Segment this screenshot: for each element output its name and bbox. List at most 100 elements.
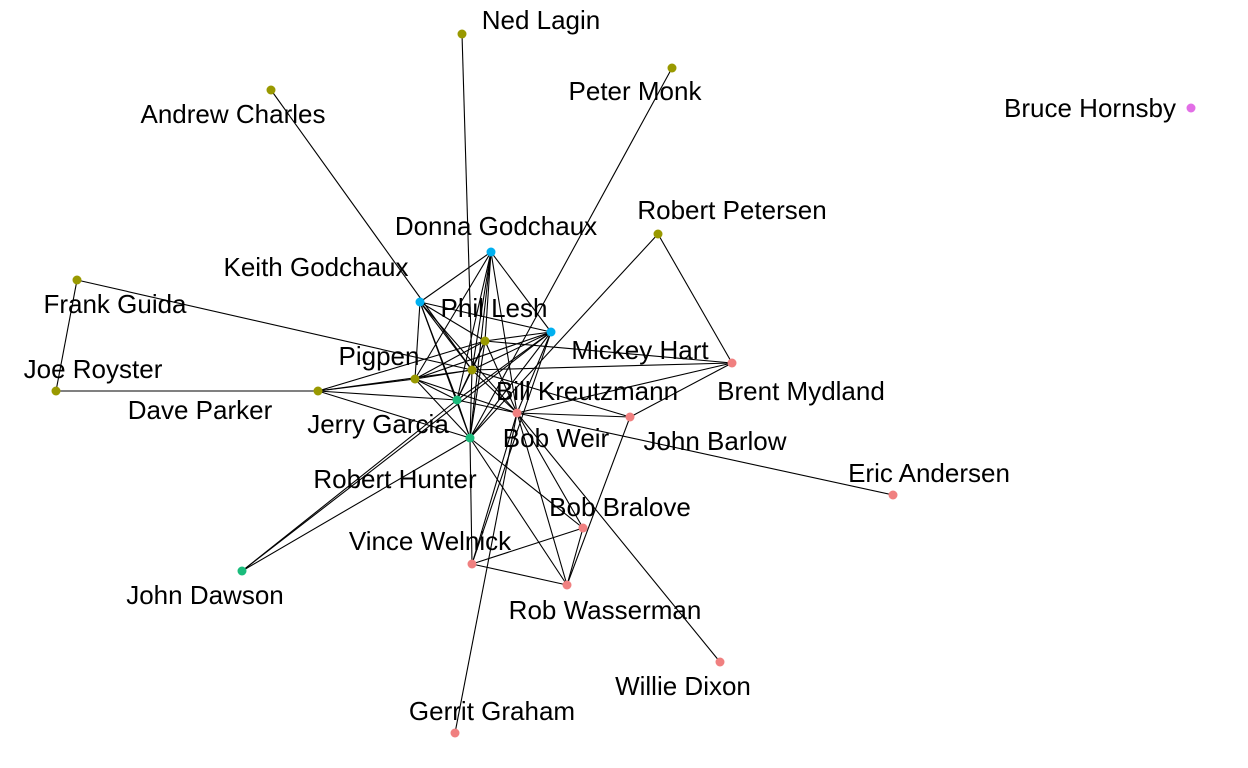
edge-mickey-bobweir — [516, 331, 552, 414]
node-mickey — [546, 327, 556, 337]
node-label-mickey: Mickey Hart — [571, 335, 709, 365]
edge-bill-dawson — [241, 399, 458, 572]
edge-donna-jerry — [471, 251, 492, 371]
node-barlow — [625, 412, 635, 422]
edge-hunter-dawson — [241, 437, 471, 572]
node-label-eric: Eric Andersen — [848, 458, 1010, 488]
node-label-wasserman: Rob Wasserman — [509, 595, 702, 625]
node-hunter — [465, 433, 475, 443]
edge-barlow-brent — [629, 362, 733, 418]
node-andrew — [266, 85, 276, 95]
node-gerrit — [450, 728, 460, 738]
edge-mickey-bill — [456, 331, 552, 401]
node-label-pigpen: Pigpen — [339, 341, 420, 371]
edge-layer — [55, 33, 894, 734]
edge-mickey-vince — [471, 331, 552, 565]
node-peter — [667, 63, 677, 73]
edge-bill-bobweir — [456, 399, 518, 414]
edge-bobweir-brent — [516, 362, 733, 414]
edge-vince-bralove — [471, 527, 584, 565]
node-donna — [486, 247, 496, 257]
node-vince — [467, 559, 477, 569]
node-label-keith: Keith Godchaux — [223, 252, 408, 282]
edge-bobweir-barlow — [516, 412, 631, 418]
edge-hunter-bralove — [469, 437, 584, 529]
edge-phil-brent — [484, 340, 733, 364]
edge-donna-keith — [419, 251, 492, 303]
node-label-donna: Donna Godchaux — [395, 211, 597, 241]
edge-donna-hunter — [469, 251, 492, 439]
node-label-peter: Peter Monk — [569, 76, 703, 106]
edge-bobweir-wasserman — [516, 412, 568, 586]
node-label-dawson: John Dawson — [126, 580, 284, 610]
edge-keith-jerry — [419, 301, 473, 371]
node-wasserman — [562, 580, 572, 590]
edge-hunter-vince — [469, 437, 473, 565]
node-label-barlow: John Barlow — [643, 426, 786, 456]
edge-phil-pigpen — [414, 340, 486, 380]
edge-peter-hunter — [469, 67, 673, 439]
node-brent — [727, 358, 737, 368]
node-keith — [415, 297, 425, 307]
node-label-andrew: Andrew Charles — [141, 99, 326, 129]
node-label-vince: Vince Welnick — [349, 526, 512, 556]
edge-phil-mickey — [484, 331, 552, 342]
edge-jerry-hunter — [469, 369, 473, 439]
node-joe — [51, 386, 61, 396]
edge-jerry-bill — [456, 369, 473, 401]
node-bill — [452, 395, 462, 405]
node-label-phil: Phil Lesh — [441, 293, 548, 323]
node-layer — [51, 29, 1196, 738]
edge-bobweir-vince — [471, 412, 518, 565]
node-label-ned: Ned Lagin — [482, 5, 601, 35]
edge-dave-hunter — [317, 390, 471, 439]
node-label-gerrit: Gerrit Graham — [409, 696, 575, 726]
edge-jerry-brent — [471, 362, 733, 371]
node-pigpen — [410, 374, 420, 384]
edge-bobweir-eric — [516, 412, 894, 496]
node-label-bill: Bill Kreutzmann — [496, 376, 678, 406]
edge-robpet-hunter — [469, 233, 659, 439]
edge-hunter-wasserman — [469, 437, 568, 586]
node-label-bruce: Bruce Hornsby — [1004, 93, 1176, 123]
node-eric — [888, 490, 898, 500]
edge-robpet-brent — [657, 233, 733, 364]
edge-mickey-dawson — [241, 331, 552, 572]
edge-bill-hunter — [456, 399, 471, 439]
node-bralove — [578, 523, 588, 533]
node-robpet — [653, 229, 663, 239]
node-label-hunter: Robert Hunter — [313, 464, 477, 494]
edge-frank-joe — [55, 279, 78, 392]
node-label-jerry: Jerry Garcia — [307, 409, 449, 439]
node-bobweir — [512, 408, 522, 418]
edge-vince-wasserman — [471, 563, 568, 586]
edge-mickey-pigpen — [414, 331, 552, 380]
node-label-willie: Willie Dixon — [615, 671, 751, 701]
edge-pigpen-bill — [414, 378, 458, 401]
edge-pigpen-hunter — [414, 378, 471, 439]
edge-dave-phil — [317, 340, 486, 392]
edge-frank-jerry — [76, 279, 473, 371]
label-layer: Ned Lagin Peter Monk Andrew Charles Bruce H… — [24, 5, 1176, 726]
node-label-frank: Frank Guida — [43, 289, 187, 319]
edge-donna-bill — [456, 251, 492, 401]
edge-donna-phil — [484, 251, 492, 342]
edge-jerry-bobweir — [471, 369, 518, 414]
node-label-joe: Joe Royster — [24, 354, 163, 384]
edge-bobweir-gerrit — [454, 412, 518, 734]
node-label-dave: Dave Parker — [128, 395, 273, 425]
edge-keith-bobweir — [419, 301, 518, 414]
node-phil — [480, 336, 490, 346]
edge-mickey-hunter — [469, 331, 552, 439]
edge-donna-bobweir — [490, 251, 518, 414]
node-label-bralove: Bob Bralove — [549, 492, 691, 522]
node-label-robpet: Robert Petersen — [637, 195, 826, 225]
edge-mickey-jerry — [471, 331, 552, 371]
node-label-brent: Brent Mydland — [717, 376, 885, 406]
node-dawson — [237, 566, 247, 576]
edge-keith-phil — [419, 301, 486, 342]
node-bruce — [1186, 103, 1196, 113]
node-willie — [715, 657, 725, 667]
edge-bralove-wasserman — [566, 527, 584, 586]
